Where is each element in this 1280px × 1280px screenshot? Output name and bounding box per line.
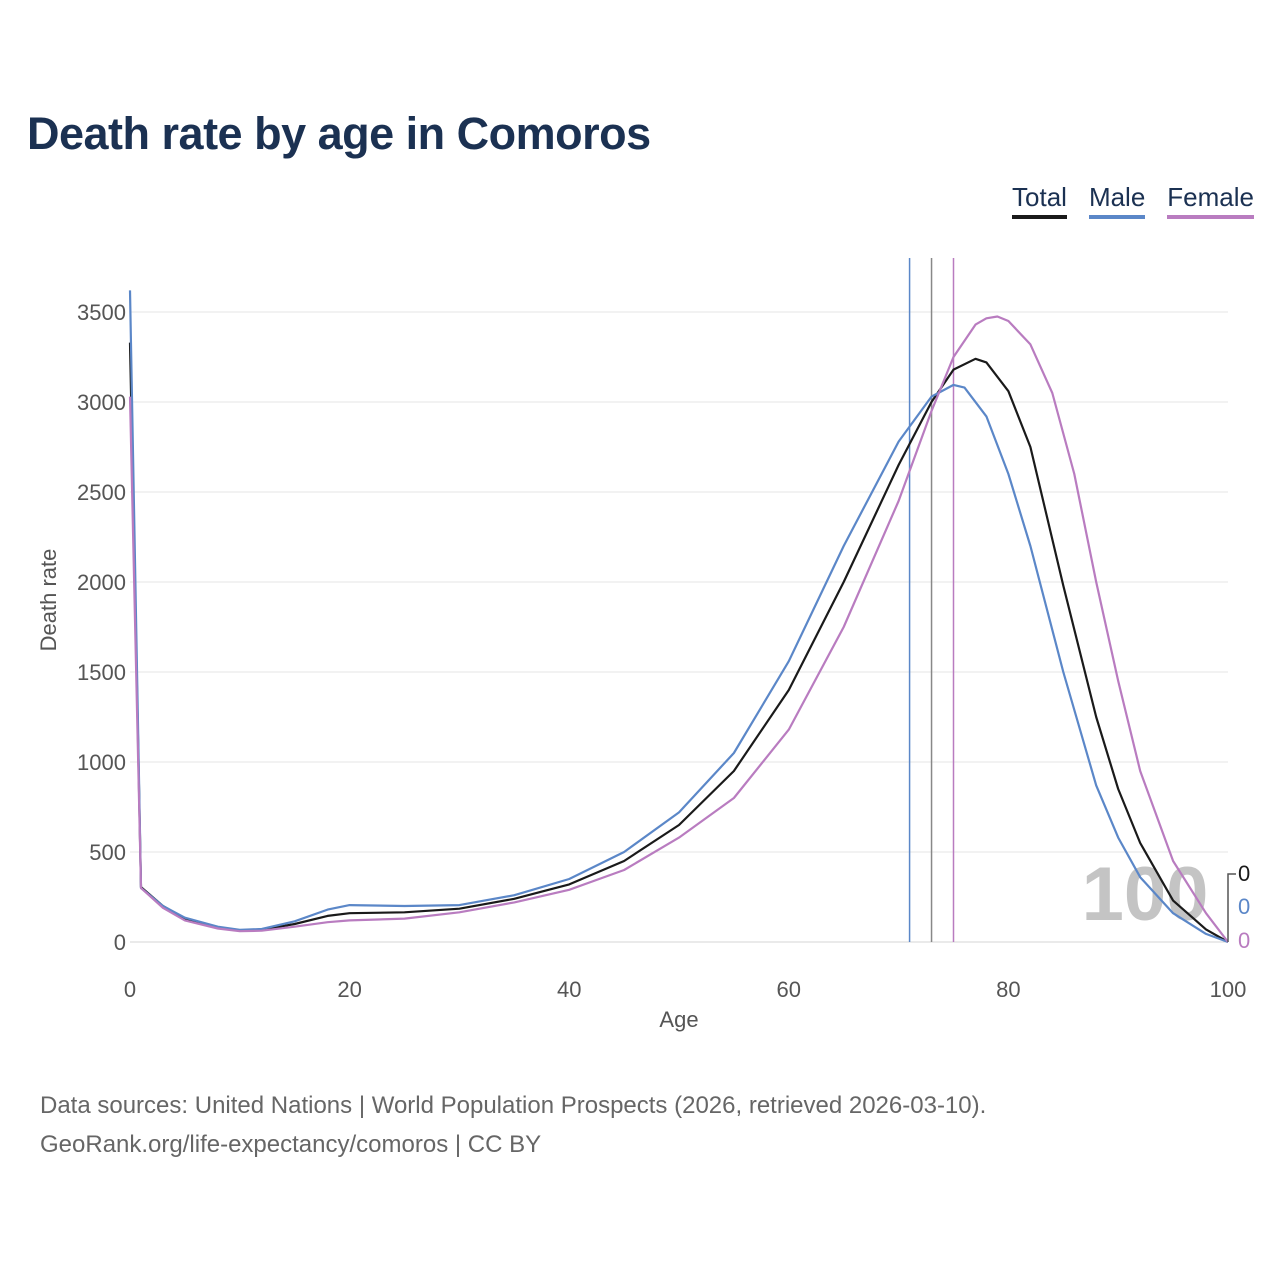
y-tick-label: 3000 [77, 390, 126, 415]
y-tick-label: 0 [114, 930, 126, 955]
y-tick-label: 2000 [77, 570, 126, 595]
series-line-female[interactable] [128, 315, 1229, 943]
x-tick-label: 40 [557, 977, 581, 1002]
source-link[interactable]: GeoRank.org/life-expectancy/comoros | CC… [40, 1131, 542, 1158]
y-tick-label: 3500 [77, 300, 126, 325]
y-axis-label: Death rate [36, 549, 61, 652]
x-tick-label: 100 [1210, 977, 1247, 1002]
series-lines [128, 290, 1229, 944]
y-tick-label: 500 [89, 840, 126, 865]
y-tick-label: 1500 [77, 660, 126, 685]
end-value-male: 0 [1238, 894, 1250, 919]
y-tick-label: 2500 [77, 480, 126, 505]
x-tick-label: 0 [124, 977, 136, 1002]
end-value-total: 0 [1238, 861, 1250, 886]
series-line-male[interactable] [128, 290, 1229, 944]
end-label-bracket [1227, 873, 1236, 942]
footer: Data sources: United Nations | World Pop… [40, 1086, 986, 1164]
legend: Total Male Female [1012, 182, 1254, 219]
end-value-female: 0 [1238, 928, 1250, 953]
y-tick-labels: 0 500 1000 1500 2000 2500 3000 3500 [77, 300, 126, 955]
chart-title: Death rate by age in Comoros [27, 108, 651, 159]
x-tick-label: 80 [996, 977, 1020, 1002]
x-tick-labels: 0 20 40 60 80 100 [124, 977, 1246, 1002]
legend-item-male[interactable]: Male [1088, 182, 1146, 219]
x-axis-label: Age [659, 1007, 698, 1032]
x-tick-label: 20 [337, 977, 361, 1002]
source-note: Data sources: United Nations | World Pop… [40, 1092, 987, 1119]
legend-item-female[interactable]: Female [1167, 182, 1254, 219]
reference-lines [908, 258, 955, 942]
end-value-labels: 0 0 0 [1227, 861, 1250, 953]
x-tick-label: 60 [777, 977, 801, 1002]
legend-item-total[interactable]: Total [1012, 182, 1067, 219]
grid-layer [130, 311, 1228, 943]
y-tick-label: 1000 [77, 750, 126, 775]
